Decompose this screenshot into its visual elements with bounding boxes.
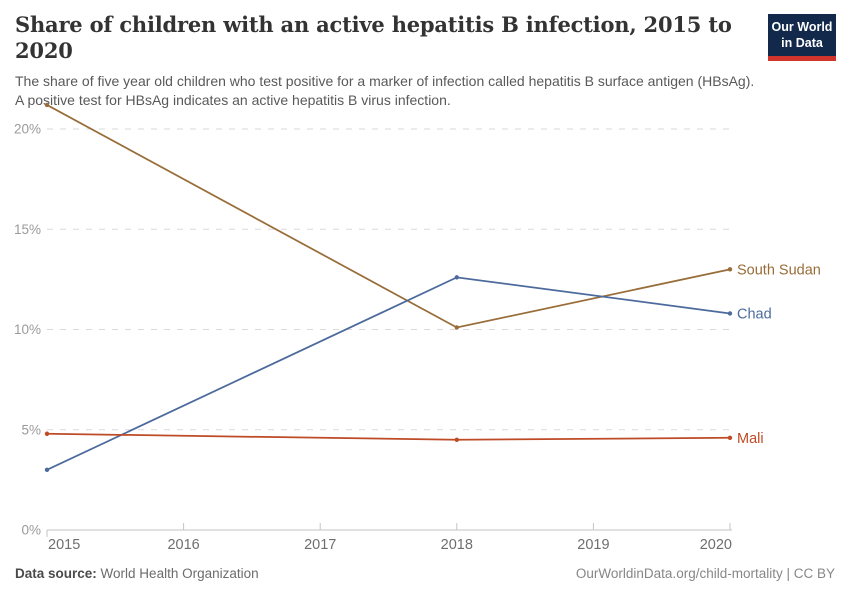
chart-footer: Data source: World Health Organization O… — [15, 566, 835, 581]
data-point-mali[interactable] — [454, 437, 459, 442]
y-tick-label: 15% — [14, 222, 41, 237]
data-source-note: Data source: World Health Organization — [15, 566, 259, 581]
owid-logo-line1: Our World — [771, 20, 833, 34]
owid-logo-line2: in Data — [781, 36, 823, 51]
data-point-chad[interactable] — [727, 311, 733, 316]
data-point-chad[interactable] — [44, 467, 50, 473]
chart-title: Share of children with an active hepatit… — [15, 12, 732, 64]
data-source-value: World Health Organization — [100, 566, 259, 581]
x-tick-label: 2019 — [577, 537, 609, 553]
x-tick-label: 2018 — [441, 537, 473, 553]
y-tick-label: 0% — [21, 523, 41, 538]
chart-header: Share of children with an active hepatit… — [15, 12, 763, 110]
series-line-chad[interactable] — [46, 276, 731, 471]
data-point-south-sudan[interactable] — [727, 267, 733, 272]
series-line-mali[interactable] — [46, 432, 731, 441]
series-label-chad[interactable]: Chad — [737, 306, 772, 322]
data-point-mali[interactable] — [44, 431, 50, 436]
credit-link[interactable]: OurWorldinData.org/child-mortality | CC … — [575, 566, 835, 581]
data-point-mali[interactable] — [727, 435, 733, 440]
data-point-south-sudan[interactable] — [44, 102, 50, 108]
data-point-south-sudan[interactable] — [454, 325, 459, 330]
series-label-south-sudan[interactable]: South Sudan — [737, 262, 821, 278]
owid-logo-text: Our World in Data — [768, 14, 836, 56]
x-tick-label: 2016 — [167, 537, 199, 553]
y-tick-label: 20% — [14, 122, 41, 137]
y-tick-label: 5% — [21, 422, 41, 437]
data-point-chad[interactable] — [454, 275, 459, 280]
x-tick-label: 2017 — [304, 537, 336, 553]
owid-logo-accent-bar — [768, 55, 836, 61]
data-source-label: Data source: — [15, 566, 97, 581]
x-tick-label: 2020 — [700, 537, 732, 553]
y-tick-label: 10% — [14, 322, 41, 337]
series-line-south-sudan[interactable] — [46, 104, 731, 329]
x-tick-label: 2015 — [48, 537, 80, 553]
series-label-mali[interactable]: Mali — [737, 431, 764, 447]
chart-subtitle: The share of five year old children who … — [15, 72, 755, 108]
owid-logo[interactable]: Our World in Data — [768, 14, 836, 61]
